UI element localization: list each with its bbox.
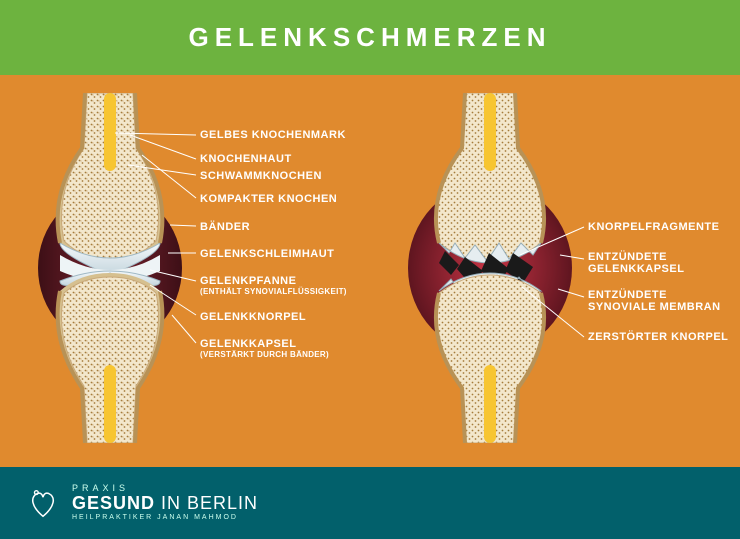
page-title: GELENKSCHMERZEN: [188, 22, 551, 52]
healthy-joint: [30, 93, 190, 443]
label: SCHWAMMKNOCHEN: [200, 170, 322, 182]
logo-line3: HEILPRAKTIKER JANAN MAHMOD: [72, 514, 258, 522]
label: GELBES KNOCHENMARK: [200, 129, 346, 141]
label: ENTZÜNDETE: [588, 289, 667, 301]
heart-icon: [24, 484, 62, 522]
logo-text: PRAXIS GESUND IN BERLIN HEILPRAKTIKER JA…: [72, 484, 258, 521]
healthy-labels: GELBES KNOCHENMARK KNOCHENHAUT SCHWAMMKN…: [200, 93, 420, 423]
label: BÄNDER: [200, 221, 250, 233]
page: GELENKSCHMERZEN: [0, 0, 740, 539]
diseased-joint: [405, 93, 575, 443]
label: GELENKSCHLEIMHAUT: [200, 248, 334, 260]
main-diagram-area: GELBES KNOCHENMARK KNOCHENHAUT SCHWAMMKN…: [0, 75, 740, 467]
logo: PRAXIS GESUND IN BERLIN HEILPRAKTIKER JA…: [24, 484, 258, 522]
label: KOMPAKTER KNOCHEN: [200, 193, 337, 205]
label: KNOCHENHAUT: [200, 153, 292, 165]
header: GELENKSCHMERZEN: [0, 0, 740, 75]
label-sub: (VERSTÄRKT DURCH BÄNDER): [200, 350, 329, 359]
label: GELENKKAPSEL: [588, 263, 684, 275]
label: GELENKKNORPEL: [200, 311, 306, 323]
label: SYNOVIALE MEMBRAN: [588, 301, 721, 313]
diseased-labels: KNORPELFRAGMENTE ENTZÜNDETEGELENKKAPSEL …: [588, 93, 738, 423]
logo-line2: GESUND IN BERLIN: [72, 494, 258, 514]
label-sub: (ENTHÄLT SYNOVIALFLÜSSIGKEIT): [200, 287, 347, 296]
footer: PRAXIS GESUND IN BERLIN HEILPRAKTIKER JA…: [0, 467, 740, 539]
label: ENTZÜNDETE: [588, 251, 667, 263]
label: GELENKKAPSEL: [200, 338, 296, 350]
label: GELENKPFANNE: [200, 275, 296, 287]
label: KNORPELFRAGMENTE: [588, 221, 719, 233]
label: ZERSTÖRTER KNORPEL: [588, 331, 728, 343]
